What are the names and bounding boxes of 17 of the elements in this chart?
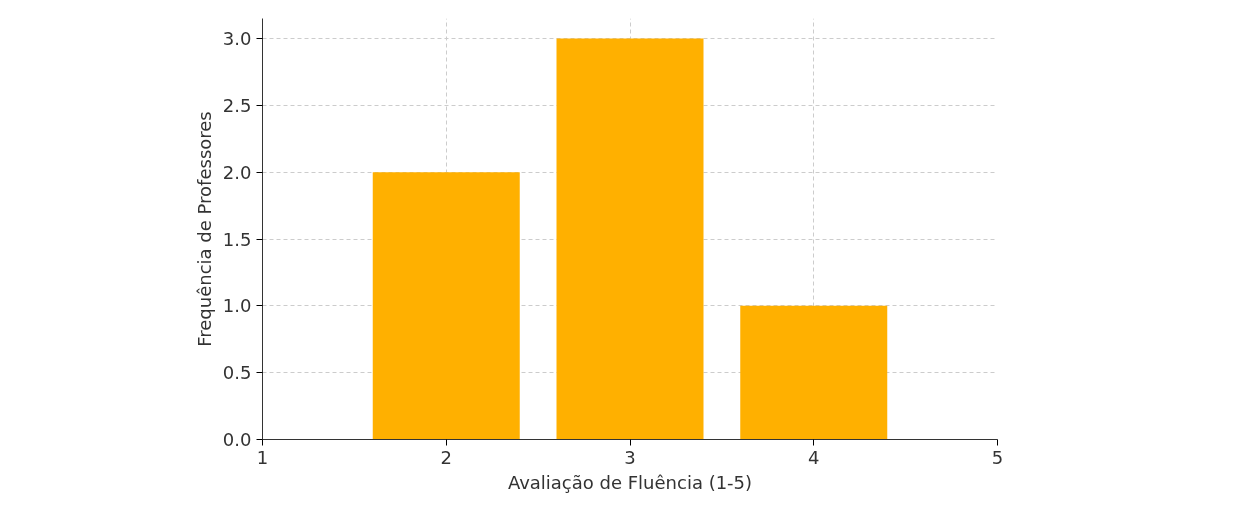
y-tick-label: 1.5 — [222, 228, 252, 250]
x-tick-label: 3 — [624, 446, 636, 468]
x-tick-label: 4 — [808, 446, 820, 468]
bar — [556, 38, 704, 440]
bar — [372, 172, 520, 440]
y-tick-label: 0.0 — [222, 429, 252, 450]
y-tick-label: 2.5 — [222, 94, 252, 116]
bar — [740, 305, 888, 440]
y-tick-label: 3.0 — [222, 28, 252, 50]
x-axis-title: Avaliação de Fluência (1-5) — [507, 471, 753, 493]
x-tick-label: 5 — [991, 446, 1004, 468]
y-axis-title: Frequência de Professores — [193, 111, 215, 347]
y-tick-label: 2.0 — [222, 161, 252, 183]
x-tick-label: 2 — [440, 446, 452, 468]
y-tick-label: 1.0 — [222, 295, 252, 317]
y-tick-label: 0.5 — [222, 362, 252, 384]
x-tick-label: 1 — [256, 446, 269, 468]
